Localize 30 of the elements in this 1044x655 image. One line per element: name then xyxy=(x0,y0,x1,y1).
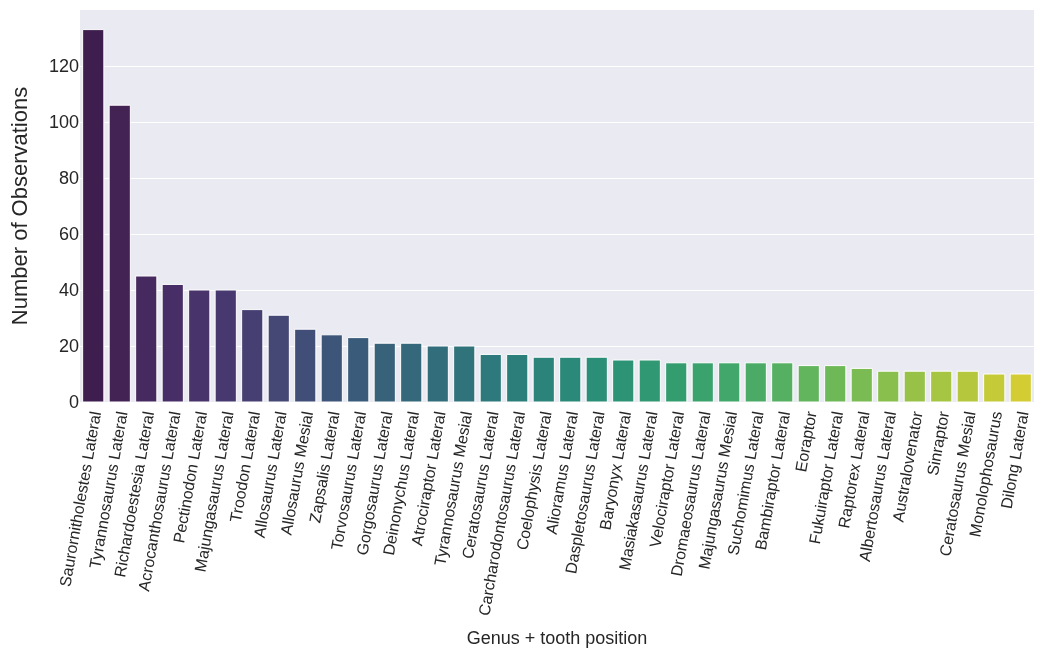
bar xyxy=(559,356,582,402)
y-tick-label: 40 xyxy=(58,280,79,301)
y-tick-label: 120 xyxy=(48,56,79,77)
y-tick-label: 0 xyxy=(68,392,79,413)
bar xyxy=(824,365,847,402)
bar xyxy=(903,370,926,402)
bar xyxy=(983,373,1006,402)
y-tick-label: 80 xyxy=(58,168,79,189)
bar xyxy=(797,365,820,402)
bar xyxy=(956,370,979,402)
bar xyxy=(479,353,502,402)
bar xyxy=(612,359,635,402)
bar xyxy=(877,370,900,402)
bar xyxy=(691,362,714,402)
x-axis-title: Genus + tooth position xyxy=(466,628,648,649)
bar xyxy=(718,362,741,402)
y-tick-label: 60 xyxy=(58,224,79,245)
y-tick-label: 20 xyxy=(58,336,79,357)
bar xyxy=(638,359,661,402)
bar xyxy=(665,362,688,402)
bar xyxy=(1009,373,1032,402)
bar xyxy=(930,370,953,402)
bar xyxy=(506,353,529,402)
bar xyxy=(850,367,873,402)
y-axis-title: Number of Observations xyxy=(6,86,32,326)
bar xyxy=(585,356,608,402)
bar xyxy=(532,356,555,402)
bar xyxy=(744,362,767,402)
bar xyxy=(771,362,794,402)
y-tick-label: 100 xyxy=(48,112,79,133)
